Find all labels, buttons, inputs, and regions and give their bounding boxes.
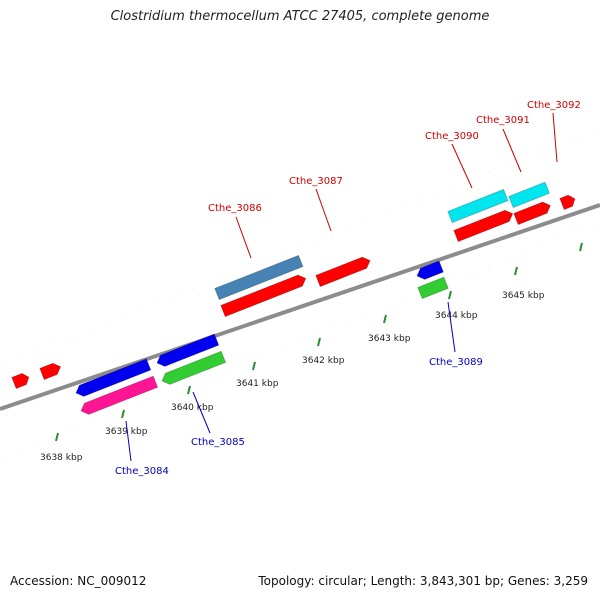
gene-arrow[interactable] bbox=[11, 372, 31, 390]
label-leader-lines bbox=[125, 112, 558, 462]
gene-feature[interactable] bbox=[220, 273, 308, 318]
gene-feature[interactable] bbox=[447, 188, 509, 224]
reverse-tick-track bbox=[0, 202, 600, 458]
ruler-label: 3641 kbp bbox=[236, 379, 279, 389]
leader-line bbox=[235, 216, 252, 259]
gene-feature[interactable] bbox=[513, 200, 553, 226]
gene-feature[interactable] bbox=[11, 372, 31, 390]
leader-line bbox=[451, 143, 473, 189]
gene-feature[interactable] bbox=[417, 276, 449, 300]
gene-arrow[interactable] bbox=[160, 350, 227, 386]
gene-label[interactable]: Cthe_3092 bbox=[527, 100, 581, 111]
major-tick bbox=[317, 337, 321, 347]
gene-arrow[interactable] bbox=[39, 361, 63, 381]
gene-feature[interactable] bbox=[453, 208, 515, 243]
gene-label[interactable]: Cthe_3085 bbox=[191, 437, 245, 448]
gene-block[interactable] bbox=[214, 254, 304, 301]
gene-label[interactable]: Cthe_3089 bbox=[429, 357, 483, 368]
ruler-labels: 3638 kbp 3639 kbp 3640 kbp 3641 kbp 3642… bbox=[40, 291, 545, 463]
gene-feature[interactable] bbox=[315, 255, 373, 288]
leader-line bbox=[192, 391, 211, 434]
major-tick bbox=[55, 432, 59, 442]
gene-arrow[interactable] bbox=[415, 260, 444, 282]
leader-line bbox=[315, 188, 332, 232]
ruler-label: 3639 kbp bbox=[105, 427, 148, 437]
ruler-label: 3638 kbp bbox=[40, 453, 83, 463]
gene-label[interactable]: Cthe_3087 bbox=[289, 176, 343, 187]
genome-summary-text: Topology: circular; Length: 3,843,301 bp… bbox=[258, 574, 588, 588]
ruler-label: 3643 kbp bbox=[368, 334, 411, 344]
major-tick bbox=[383, 314, 387, 324]
gene-feature[interactable] bbox=[160, 350, 227, 386]
genome-backbone bbox=[0, 203, 600, 411]
major-ticks bbox=[55, 242, 583, 442]
ruler-label: 3642 kbp bbox=[302, 356, 345, 366]
leader-line bbox=[125, 420, 132, 462]
major-tick bbox=[514, 266, 518, 276]
gene-arrow[interactable] bbox=[79, 375, 159, 416]
gene-labels: Cthe_3084 Cthe_3085 Cthe_3086 Cthe_3087 … bbox=[115, 100, 581, 477]
gene-arrow[interactable] bbox=[315, 255, 373, 288]
gene-features bbox=[11, 181, 577, 416]
gene-feature[interactable] bbox=[74, 358, 152, 399]
major-tick bbox=[187, 385, 191, 395]
gene-block[interactable] bbox=[508, 181, 551, 209]
major-tick bbox=[448, 290, 452, 300]
leader-line bbox=[552, 112, 558, 163]
major-tick bbox=[252, 361, 256, 371]
gene-feature[interactable] bbox=[39, 361, 63, 381]
forward-tick-track bbox=[0, 109, 600, 365]
gene-feature[interactable] bbox=[155, 333, 220, 369]
gene-arrow[interactable] bbox=[513, 200, 553, 226]
leader-line bbox=[447, 301, 456, 353]
ruler-label: 3645 kbp bbox=[502, 291, 545, 301]
gene-block[interactable] bbox=[417, 276, 449, 300]
forward-minor-ticks bbox=[0, 109, 600, 365]
gene-arrow[interactable] bbox=[74, 358, 152, 399]
major-tick bbox=[121, 409, 125, 419]
gene-arrow[interactable] bbox=[155, 333, 220, 369]
leader-line bbox=[502, 128, 522, 173]
major-tick bbox=[579, 242, 583, 252]
gene-label[interactable]: Cthe_3084 bbox=[115, 466, 169, 477]
gene-feature[interactable] bbox=[508, 181, 551, 209]
gene-feature[interactable] bbox=[214, 254, 304, 301]
gene-block[interactable] bbox=[447, 188, 509, 224]
gene-label[interactable]: Cthe_3090 bbox=[425, 131, 479, 142]
reverse-minor-ticks bbox=[0, 202, 600, 458]
gene-feature[interactable] bbox=[415, 260, 444, 282]
gene-label[interactable]: Cthe_3091 bbox=[476, 115, 530, 126]
gene-feature[interactable] bbox=[79, 375, 159, 416]
gene-label[interactable]: Cthe_3086 bbox=[208, 203, 262, 214]
gene-arrow[interactable] bbox=[220, 273, 308, 318]
ruler-label: 3640 kbp bbox=[171, 403, 214, 413]
gene-arrow[interactable] bbox=[559, 193, 577, 211]
map-title: Clostridium thermocellum ATCC 27405, com… bbox=[110, 9, 490, 24]
gene-arrow[interactable] bbox=[453, 208, 515, 243]
ruler-label: 3644 kbp bbox=[435, 311, 478, 321]
accession-text: Accession: NC_009012 bbox=[10, 574, 147, 588]
gene-feature[interactable] bbox=[559, 193, 577, 211]
